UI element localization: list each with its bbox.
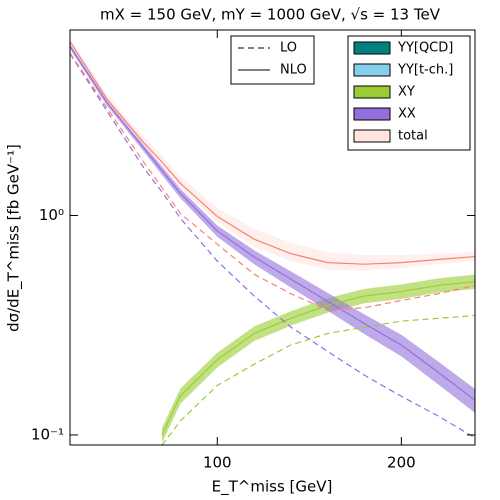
chart-title: mX = 150 GeV, mY = 1000 GeV, √s = 13 TeV	[100, 6, 441, 24]
legend-label: YY[QCD]	[397, 41, 453, 56]
plot-frame	[69, 29, 476, 446]
legend-swatch	[353, 129, 391, 143]
legend-swatch	[353, 41, 391, 55]
y-tick-label: 10⁰	[39, 206, 64, 224]
x-axis-label: E_T^miss [GeV]	[212, 478, 333, 497]
x-tick-label: 100	[203, 454, 232, 472]
legend-label: total	[398, 129, 428, 144]
y-tick-label: 10⁻¹	[31, 425, 64, 443]
nlo-line	[161, 280, 475, 436]
legend-swatch	[353, 85, 391, 99]
x-tick-label: 200	[387, 454, 416, 472]
lines	[70, 41, 475, 445]
nlo-line	[70, 41, 475, 265]
y-axis-label: dσ/dE_T^miss [fb GeV⁻¹]	[5, 144, 24, 332]
legend-label: XX	[398, 107, 416, 122]
legend-styles: LO NLO	[230, 35, 315, 85]
nlo-line	[70, 45, 475, 401]
legend-box	[230, 35, 315, 85]
lo-line	[70, 52, 475, 311]
legend-label: YY[t-ch.]	[397, 63, 453, 78]
axes: 100 200 10⁰ 10⁻¹	[31, 30, 475, 472]
legend-label: LO	[280, 41, 297, 56]
legend-swatch	[353, 63, 391, 77]
lo-line	[161, 314, 475, 445]
lo-line	[70, 53, 475, 439]
legend-label: NLO	[280, 63, 307, 78]
legend-swatch	[353, 107, 391, 121]
legend-series: YY[QCD] YY[t-ch.] XY XX total	[347, 35, 471, 151]
legend-label: XY	[398, 85, 415, 100]
uncertainty-band	[70, 43, 475, 413]
